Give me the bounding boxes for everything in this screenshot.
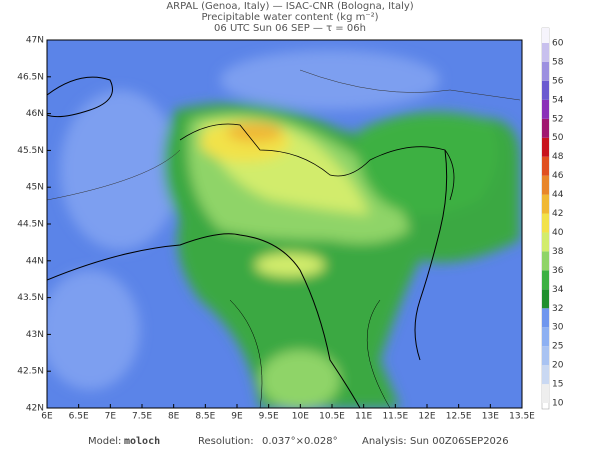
- lon-label: 13E: [482, 412, 499, 422]
- footer-label: Analysis:: [362, 436, 407, 447]
- colorbar-label: 10: [552, 399, 564, 409]
- lat-label: 44.5N: [17, 220, 44, 230]
- colorbar-swatch: [542, 289, 549, 309]
- lon-label: 13.5E: [509, 412, 535, 422]
- lon-label: 10.5E: [319, 412, 345, 422]
- lat-label: 46N: [26, 109, 44, 119]
- colorbar-label: 25: [552, 342, 563, 352]
- colorbar-swatch: [542, 118, 549, 138]
- footer-value: moloch: [124, 436, 160, 447]
- footer-value: Sun 00Z06SEP2026: [410, 436, 509, 447]
- colorbar-label: 20: [552, 361, 564, 371]
- colorbar-label: 52: [552, 114, 563, 124]
- colorbar-label: 34: [552, 285, 564, 295]
- colorbar-swatch: [542, 213, 549, 233]
- colorbar-label: 30: [552, 323, 564, 333]
- colorbar-swatch: [542, 99, 549, 119]
- lon-label: 11E: [355, 412, 372, 422]
- colorbar-swatch: [542, 137, 549, 157]
- footer-label: Resolution:: [198, 436, 254, 447]
- colorbar-label: 42: [552, 209, 563, 219]
- lon-label: 9.5E: [259, 412, 279, 422]
- lon-label: 12.5E: [446, 412, 472, 422]
- colorbar-swatch: [542, 384, 549, 403]
- lon-label: 8E: [168, 412, 180, 422]
- colorbar-label: 32: [552, 304, 563, 314]
- colorbar-label: 50: [552, 133, 564, 143]
- lat-label: 43.5N: [17, 293, 44, 303]
- header-line: Precipitable water content (kg m⁻²): [201, 12, 378, 23]
- colorbar-swatch: [542, 251, 549, 271]
- colorbar-swatch: [542, 365, 549, 385]
- colorbar-label: 58: [552, 57, 564, 67]
- lon-label: 9E: [231, 412, 243, 422]
- footer-label: Model:: [88, 436, 121, 447]
- colorbar-label: 56: [552, 76, 564, 86]
- map-field: [47, 40, 522, 408]
- colorbar-label: 54: [552, 95, 564, 105]
- colorbar-label: 40: [552, 228, 564, 238]
- footer-value: 0.037°×0.028°: [262, 436, 338, 447]
- colorbar-swatch: [542, 61, 549, 81]
- lon-label: 7E: [105, 412, 117, 422]
- colorbar-swatch: [542, 156, 549, 176]
- lat-label: 46.5N: [17, 72, 44, 82]
- lat-label: 42.5N: [17, 367, 44, 377]
- colorbar-swatch: [542, 80, 549, 100]
- colorbar-swatch: [542, 346, 549, 366]
- lon-label: 6E: [41, 412, 53, 422]
- colorbar-swatch: [542, 308, 549, 328]
- lon-label: 8.5E: [195, 412, 215, 422]
- colorbar-swatch: [542, 232, 549, 252]
- header-line: ARPAL (Genoa, Italy) — ISAC-CNR (Bologna…: [166, 1, 413, 12]
- lat-label: 43N: [26, 330, 44, 340]
- colorbar-label: 46: [552, 171, 564, 181]
- lon-label: 10E: [292, 412, 309, 422]
- lat-label: 45N: [26, 183, 44, 193]
- colorbar-label: 15: [552, 380, 563, 390]
- colorbar-label: 48: [552, 152, 564, 162]
- colorbar-label: 60: [552, 39, 564, 49]
- colorbar-label: 44: [552, 190, 564, 200]
- colorbar-swatch: [542, 194, 549, 214]
- colorbar-label: 36: [552, 266, 564, 276]
- colorbar-swatch: [542, 270, 549, 290]
- lon-label: 12E: [418, 412, 435, 422]
- lon-label: 6.5E: [69, 412, 89, 422]
- lat-label: 44N: [26, 256, 44, 266]
- colorbar-label: 38: [552, 247, 564, 257]
- lat-label: 45.5N: [17, 146, 44, 156]
- colorbar-swatch: [542, 43, 549, 62]
- colorbar-swatch: [542, 327, 549, 347]
- header-line: 06 UTC Sun 06 SEP — τ = 06h: [214, 23, 366, 34]
- lon-label: 7.5E: [132, 412, 152, 422]
- colorbar-swatch: [542, 175, 549, 195]
- lat-label: 42N: [26, 404, 44, 414]
- lon-label: 11.5E: [382, 412, 408, 422]
- colorbar-swatch: [542, 28, 549, 43]
- lat-label: 47N: [26, 36, 44, 46]
